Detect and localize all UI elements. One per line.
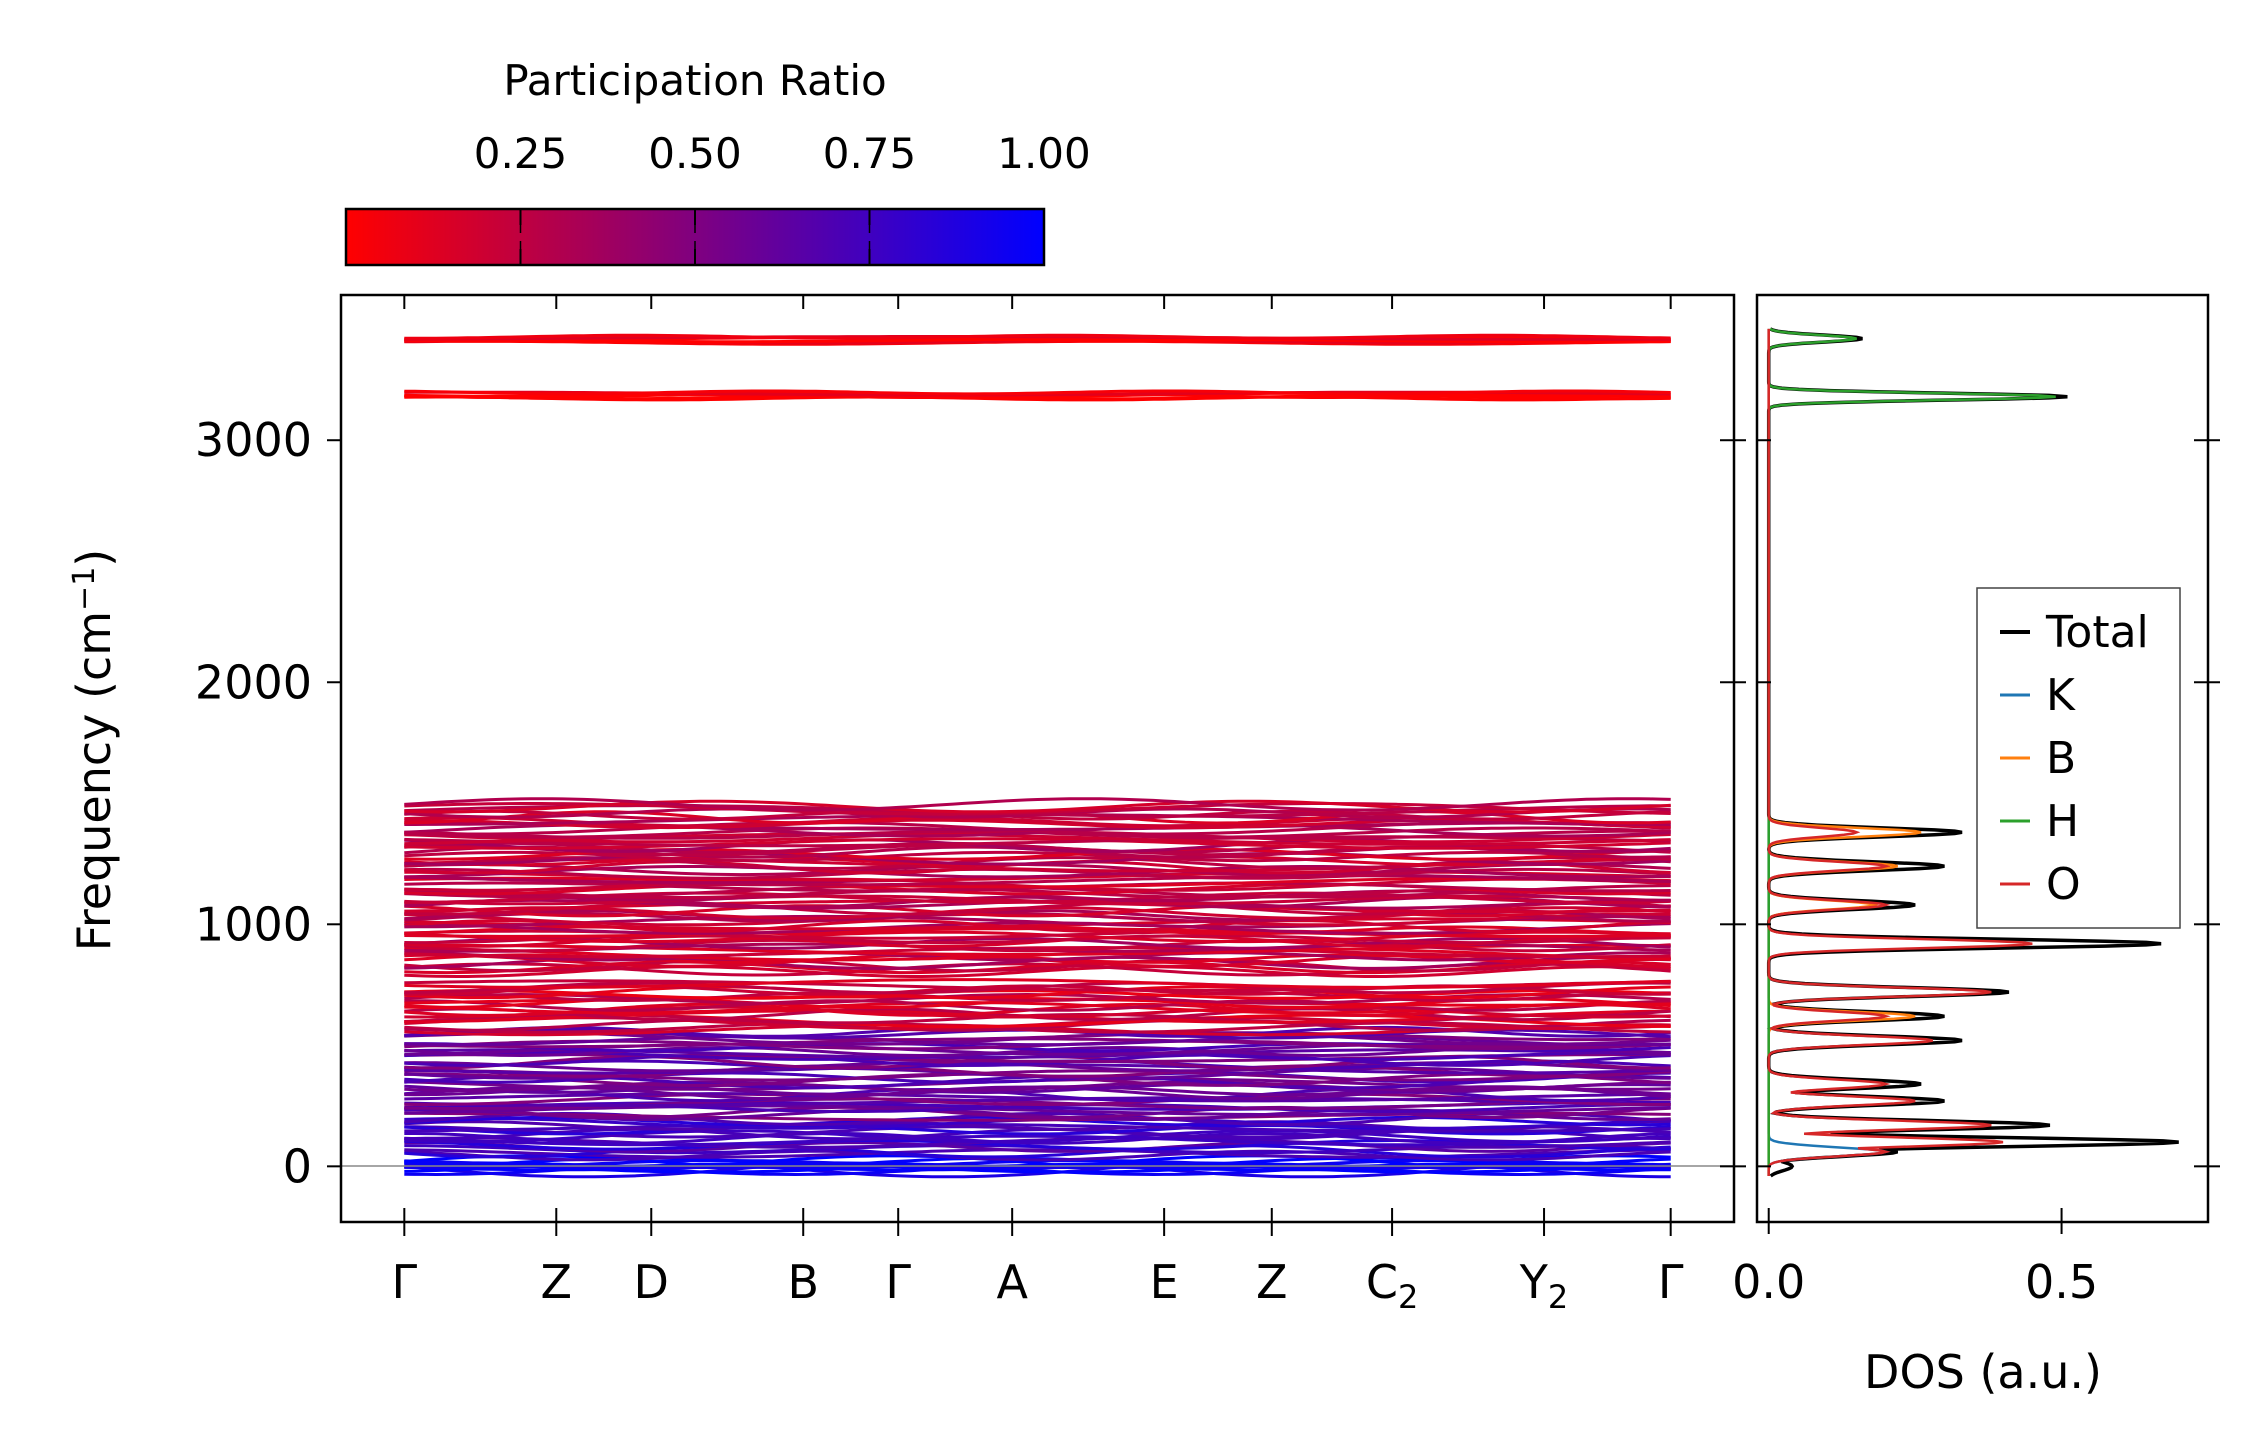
dos-plot-frame (1755, 293, 2210, 1224)
colorbar-tick-label: 0.50 (648, 129, 742, 178)
high-symmetry-label: Y2 (1519, 1255, 1568, 1316)
y-axis-label-sup: −1 (67, 567, 102, 611)
y-axis-label: Frequency (cm−1) (67, 549, 121, 952)
band-line (404, 799, 1671, 814)
band-line (404, 1149, 1671, 1162)
y-axis-label-close: ) (67, 549, 121, 567)
band-line (404, 981, 1671, 995)
band-line (404, 835, 1671, 848)
band-line (404, 865, 1671, 879)
band-line (404, 1141, 1671, 1153)
band-line (404, 1132, 1671, 1145)
band-line (404, 904, 1671, 918)
high-symmetry-label: D (634, 1255, 669, 1309)
band-line (404, 1021, 1671, 1034)
band-line (404, 876, 1671, 889)
band-x-ticks: Γ Z D B Γ A E Z C2 Y2 Γ (391, 295, 1684, 1316)
band-y-tick-label: 2000 (195, 655, 312, 709)
band-line (404, 837, 1671, 850)
band-line (404, 1105, 1671, 1119)
dos-lines (1766, 327, 2179, 1178)
dos-line-o (1767, 328, 2033, 1176)
band-line (404, 958, 1671, 973)
band-line (404, 985, 1671, 1000)
legend-label-b: B (2046, 733, 2076, 784)
band-line (404, 389, 1671, 396)
band-line (404, 333, 1671, 340)
high-symmetry-label: Γ (885, 1255, 911, 1309)
high-symmetry-label: Γ (391, 1255, 417, 1309)
colorbar-title: Participation Ratio (503, 56, 886, 105)
dos-x-tick-label: 0.5 (2025, 1255, 2098, 1309)
band-y-tick-label: 1000 (195, 897, 312, 951)
band-structure-panel: Γ Z D B Γ A E Z C2 Y2 Γ 0 1000 2000 3000 Frequency (c… (67, 293, 1746, 1316)
band-y-ticks: 0 1000 2000 3000 (195, 413, 1746, 1193)
band-line (404, 1088, 1671, 1103)
band-line (404, 946, 1671, 959)
band-line (404, 809, 1671, 821)
band-line (404, 1018, 1671, 1032)
band-line (404, 978, 1671, 989)
band-line (404, 797, 1671, 812)
colorbar-tick-label: 1.00 (997, 129, 1091, 178)
high-symmetry-label: E (1150, 1255, 1179, 1309)
band-line (404, 1104, 1671, 1117)
legend-label-k: K (2046, 670, 2076, 721)
high-symmetry-label: Γ (1658, 1255, 1684, 1309)
high-symmetry-label: C2 (1366, 1255, 1418, 1316)
dos-x-ticks: 0.0 0.5 (1732, 1208, 2098, 1309)
band-line (404, 818, 1671, 830)
legend-label-h: H (2046, 796, 2079, 847)
band-y-tick-label: 3000 (195, 413, 312, 467)
legend-label-total: Total (2045, 607, 2149, 658)
band-line (404, 850, 1671, 863)
band-plot-frame (339, 293, 1736, 1224)
band-line (404, 1034, 1671, 1047)
colorbar-tick-label: 0.75 (823, 129, 917, 178)
band-lines (404, 333, 1671, 1179)
dos-x-axis-label: DOS (a.u.) (1864, 1345, 2102, 1399)
colorbar-tick-label: 0.25 (474, 129, 568, 178)
high-symmetry-label: A (996, 1255, 1028, 1309)
y-axis-label-main: Frequency (cm (67, 611, 121, 951)
colorbar: Participation Ratio 0.25 0.50 0.75 1.00 (344, 56, 1091, 267)
legend-label-o: O (2046, 859, 2081, 910)
band-line (404, 1124, 1671, 1136)
high-symmetry-label: Z (1256, 1255, 1288, 1309)
band-y-tick-label: 0 (283, 1139, 312, 1193)
band-line (404, 991, 1671, 1003)
high-symmetry-label: Z (541, 1255, 573, 1309)
band-line (404, 917, 1671, 931)
colorbar-ticks: 0.25 0.50 0.75 1.00 (474, 129, 1091, 265)
band-line (404, 951, 1671, 962)
band-line (404, 999, 1671, 1012)
high-symmetry-label: B (787, 1255, 819, 1309)
dos-x-tick-label: 0.0 (1732, 1255, 1805, 1309)
band-line (404, 1080, 1671, 1093)
dos-y-ticks (1757, 439, 2220, 1168)
band-line (404, 1053, 1671, 1067)
band-line (404, 938, 1671, 953)
